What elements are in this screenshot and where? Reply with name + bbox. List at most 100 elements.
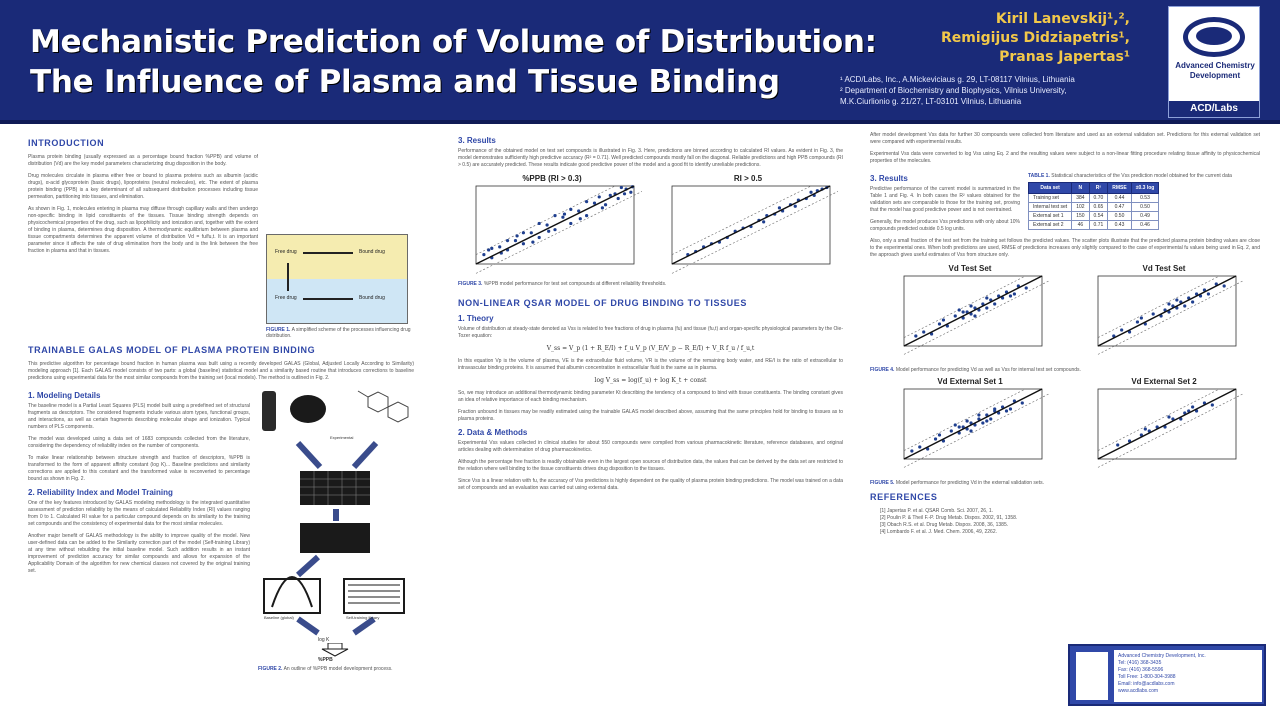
chart-vd-test-a: Vd Test Set xyxy=(890,264,1050,356)
subheading-results: 3. Results xyxy=(870,174,908,183)
chart-vd-external-2: Vd External Set 2 xyxy=(1084,377,1244,469)
data-point xyxy=(993,302,997,306)
free-drug-label: Free drug xyxy=(275,249,297,255)
data-point xyxy=(1206,292,1210,296)
data-point xyxy=(918,445,922,449)
table-cell: 46 xyxy=(1071,220,1090,230)
chart-ppb-ri05: RI > 0.5 xyxy=(658,174,838,274)
data-point xyxy=(1127,439,1132,443)
data-point xyxy=(622,192,627,196)
bound-drug-label: Bound drug xyxy=(359,249,385,255)
table-cell: Training set xyxy=(1027,193,1073,203)
equilibrium-arrow-icon xyxy=(303,252,353,254)
data-point xyxy=(592,201,597,205)
vial-icon xyxy=(262,391,276,431)
error-bound-line xyxy=(1097,275,1220,338)
data-point xyxy=(937,322,942,326)
data-point xyxy=(1012,292,1016,296)
subheading-data-methods: 2. Data & Methods xyxy=(458,428,528,437)
data-point xyxy=(616,196,620,201)
data-point xyxy=(989,417,993,421)
data-point xyxy=(1159,314,1163,318)
data-point xyxy=(1116,443,1120,447)
contact-details: Advanced Chemistry Development, Inc. Tel… xyxy=(1114,650,1262,702)
data-point xyxy=(1214,282,1218,286)
data-point xyxy=(985,306,989,310)
table-header-row: Data set N R² RMSE ±0.3 log xyxy=(1027,182,1160,194)
table-cell: External set 1 xyxy=(1027,211,1073,221)
author: Pranas Japertas¹ xyxy=(999,49,1130,65)
protein-icon xyxy=(290,395,326,423)
subheading-results: 3. Results xyxy=(458,136,496,145)
figure-1-caption: A simplified scheme of the processes inf… xyxy=(266,327,411,339)
flow-label: log K xyxy=(318,637,330,643)
table-cell: 102 xyxy=(1071,202,1090,212)
pls-matrix xyxy=(300,523,370,553)
identity-line xyxy=(903,388,1043,460)
data-point xyxy=(600,206,604,210)
membrane-arrow-icon xyxy=(287,263,289,291)
methods-paragraph: Experimental Vss data were converted to … xyxy=(870,151,1260,164)
data-point xyxy=(553,228,557,232)
contact-line[interactable]: Email: info@acdlabs.com xyxy=(1118,681,1175,687)
contact-line[interactable]: www.acdlabs.com xyxy=(1118,688,1159,694)
data-point xyxy=(969,304,973,308)
data-point xyxy=(930,332,934,336)
error-bound-line xyxy=(671,191,838,274)
galas-paragraph: This predictive algorithm for percentage… xyxy=(28,361,414,381)
theory-paragraph: Fraction unbound in tissues may be readi… xyxy=(458,409,843,422)
data-point xyxy=(1139,316,1143,320)
data-point xyxy=(969,421,973,425)
data-point xyxy=(1008,407,1013,411)
scatter-plot xyxy=(1097,275,1244,355)
data-point xyxy=(603,203,608,207)
tissue-compartment xyxy=(267,279,407,323)
data-point xyxy=(585,214,589,218)
modeling-paragraph: The model was developed using a data set… xyxy=(28,436,250,449)
table-row: External set 1 150 0.54 0.50 0.49 xyxy=(1027,211,1160,221)
equation-2: log V_ss = log(f_u) + log K_t + const xyxy=(594,377,707,384)
table-cell: 150 xyxy=(1071,211,1090,221)
data-point xyxy=(941,318,946,322)
reference-item: [4] Lombardo F. et al. J. Med. Chem. 200… xyxy=(880,529,998,535)
plasma-compartment xyxy=(267,235,407,279)
table-header-cell: N xyxy=(1071,182,1090,194)
table-cell: 0.43 xyxy=(1107,220,1132,230)
data-point xyxy=(521,231,525,235)
data-point xyxy=(1163,308,1167,312)
data-point xyxy=(1024,286,1028,290)
chart-title: RI > 0.5 xyxy=(733,174,763,183)
data-point xyxy=(1187,296,1191,300)
figure-1-label: FIGURE 1. xyxy=(266,327,291,333)
data-point xyxy=(973,314,977,318)
data-paragraph: Although the percentage free fraction is… xyxy=(458,459,843,472)
subheading-modeling-details: 1. Modeling Details xyxy=(28,391,101,400)
data-point xyxy=(1175,306,1179,310)
data-point xyxy=(922,330,926,334)
data-point xyxy=(973,306,977,310)
data-point xyxy=(985,419,989,423)
data-point xyxy=(537,221,541,226)
figure-1-scheme: Free drug Bound drug Free drug Bound dru… xyxy=(266,234,408,324)
data-point xyxy=(953,423,957,427)
data-point xyxy=(1000,405,1005,409)
poster-header: Mechanistic Prediction of Volume of Dist… xyxy=(0,0,1280,124)
data-point xyxy=(965,310,969,314)
results-paragraph: Predictive performance of the current mo… xyxy=(870,186,1020,213)
table-cell: 0.50 xyxy=(1130,202,1160,212)
table-header-cell: Data set xyxy=(1027,182,1073,194)
column-middle: 3. Results Performance of the obtained m… xyxy=(458,132,843,497)
figure-3-charts: %PPB (RI > 0.3) RI > 0.5 FIGURE 3. %PPB … xyxy=(458,174,843,292)
data-point xyxy=(1175,298,1179,302)
data-point xyxy=(1222,284,1226,288)
error-bound-line xyxy=(1097,393,1244,468)
table-header-cell: RMSE xyxy=(1107,182,1132,194)
modeling-paragraph: The baseline model is a Partial Least Sq… xyxy=(28,403,250,430)
data-point xyxy=(1004,409,1009,413)
intro-paragraph: As shown in Fig. 1, molecules entering i… xyxy=(28,206,258,254)
scatter-plot xyxy=(903,388,1050,468)
data-point xyxy=(1012,399,1016,403)
data-point xyxy=(569,221,573,226)
intro-paragraph: Drug molecules circulate in plasma eithe… xyxy=(28,173,258,200)
reliability-paragraph: One of the key features introduced by GA… xyxy=(28,500,250,527)
